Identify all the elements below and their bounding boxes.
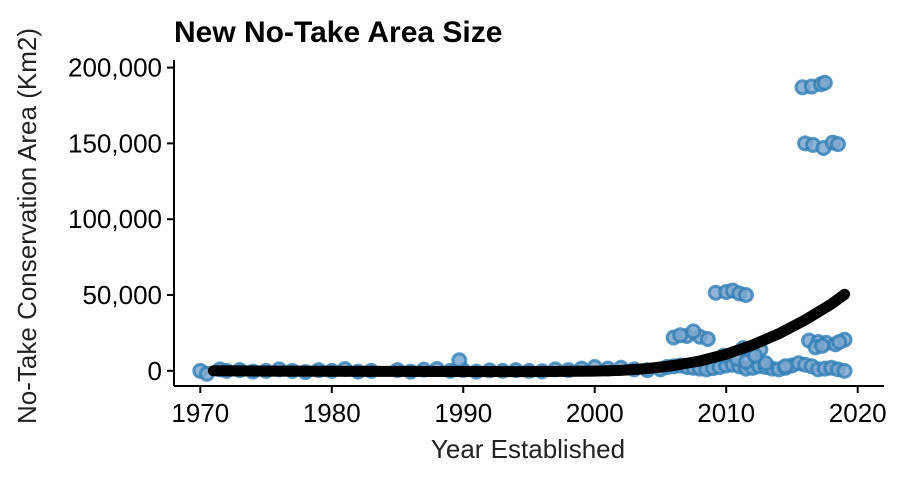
trend-layer bbox=[207, 288, 851, 378]
x-tick-label: 2010 bbox=[697, 398, 755, 428]
data-point bbox=[672, 327, 689, 344]
data-point bbox=[757, 355, 774, 372]
trend-line bbox=[207, 288, 851, 378]
y-tick-label: 150,000 bbox=[68, 128, 162, 158]
x-tick-label: 1970 bbox=[171, 398, 229, 428]
data-point bbox=[816, 74, 833, 91]
data-point bbox=[451, 352, 468, 369]
x-tick-label: 1980 bbox=[303, 398, 361, 428]
data-point bbox=[685, 323, 702, 340]
x-axis-title: Year Established bbox=[431, 434, 625, 464]
y-axis-title: No-Take Conservation Area (Km2) bbox=[12, 28, 42, 424]
chart-title: New No-Take Area Size bbox=[174, 16, 502, 49]
data-point bbox=[836, 362, 853, 379]
x-tick-label: 2020 bbox=[829, 398, 887, 428]
x-tick-label: 1990 bbox=[434, 398, 492, 428]
y-tick-label: 100,000 bbox=[68, 204, 162, 234]
data-point bbox=[814, 337, 831, 354]
x-axis-ticks: 1970 1980 1990 2000 2010 2020 bbox=[171, 386, 887, 428]
data-point bbox=[777, 358, 794, 375]
data-point bbox=[699, 330, 716, 347]
x-tick-label: 2000 bbox=[566, 398, 624, 428]
y-tick-label: 200,000 bbox=[68, 53, 162, 83]
y-tick-label: 50,000 bbox=[82, 280, 162, 310]
data-point bbox=[831, 334, 848, 351]
data-point bbox=[737, 287, 754, 304]
y-tick-label: 0 bbox=[148, 356, 162, 386]
points-layer bbox=[192, 74, 853, 382]
data-point bbox=[829, 136, 846, 153]
y-axis-ticks: 0 50,000 100,000 150,000 200,000 bbox=[68, 53, 174, 386]
